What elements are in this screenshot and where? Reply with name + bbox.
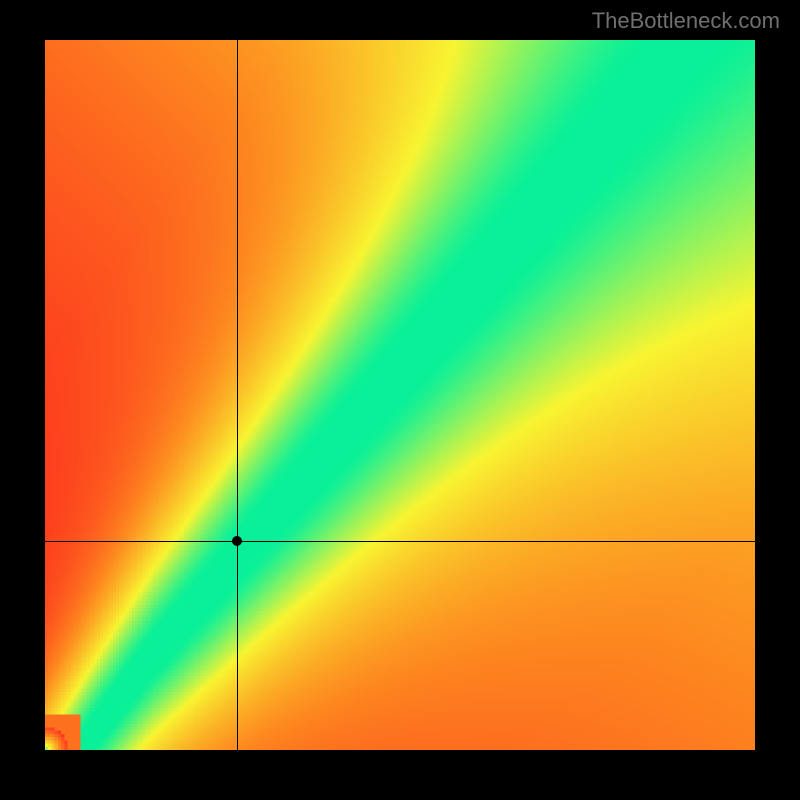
plot-area [45,40,755,750]
chart-container: TheBottleneck.com [0,0,800,800]
crosshair-vertical [237,40,238,750]
crosshair-horizontal [45,541,755,542]
watermark-text: TheBottleneck.com [592,8,780,34]
heatmap-canvas [45,40,755,750]
marker-dot [232,536,242,546]
